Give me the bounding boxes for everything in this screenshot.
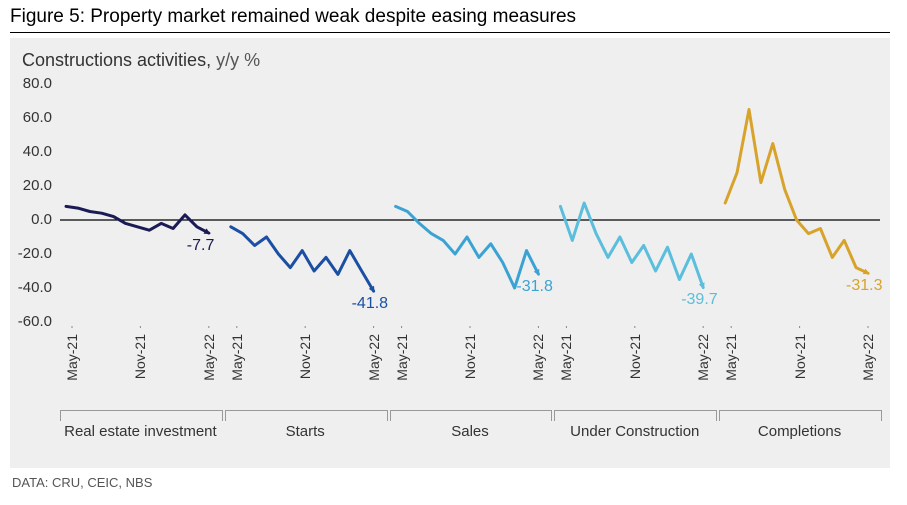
panel-bracket — [60, 410, 223, 421]
panel-bracket — [225, 410, 388, 421]
panel-name-label: Starts — [225, 423, 386, 440]
panel-name-label: Sales — [390, 423, 551, 440]
panel-bracket — [390, 410, 553, 421]
x-tick-label: May-22 — [366, 334, 382, 381]
chart-svg — [10, 78, 890, 328]
panel-name-label: Real estate investment — [60, 423, 221, 440]
x-tick-label: Nov-21 — [132, 334, 148, 379]
x-tick-label: May-21 — [394, 334, 410, 381]
x-tick-label: May-22 — [695, 334, 711, 381]
figure-title: Figure 5: Property market remained weak … — [10, 6, 576, 28]
panel-bracket — [554, 410, 717, 421]
title-rule — [10, 32, 890, 33]
x-tick-label: May-22 — [201, 334, 217, 381]
panel-name-label: Under Construction — [554, 423, 715, 440]
x-tick-label: May-21 — [723, 334, 739, 381]
x-tick-label: May-21 — [558, 334, 574, 381]
x-tick-label: Nov-21 — [462, 334, 478, 379]
series-end-label: -7.7 — [187, 237, 215, 255]
series-end-label: -39.7 — [681, 291, 717, 309]
plot-area: Constructions activities, y/y % 80.060.0… — [10, 38, 890, 468]
x-tick-label: May-21 — [64, 334, 80, 381]
x-tick-label: May-22 — [860, 334, 876, 381]
subtitle-main: Constructions activities, — [22, 50, 211, 70]
x-tick-label: Nov-21 — [792, 334, 808, 379]
chart-subtitle: Constructions activities, y/y % — [22, 50, 260, 71]
x-tick-label: Nov-21 — [627, 334, 643, 379]
series-end-label: -31.8 — [516, 278, 552, 296]
figure-container: Figure 5: Property market remained weak … — [0, 0, 907, 505]
data-source-footer: DATA: CRU, CEIC, NBS — [12, 475, 152, 490]
x-tick-label: Nov-21 — [297, 334, 313, 379]
panel-bracket — [719, 410, 882, 421]
subtitle-unit: y/y % — [211, 50, 260, 70]
series-end-label: -41.8 — [352, 295, 388, 313]
x-tick-label: May-22 — [530, 334, 546, 381]
panel-name-label: Completions — [719, 423, 880, 440]
x-tick-label: May-21 — [229, 334, 245, 381]
series-end-label: -31.3 — [846, 277, 882, 295]
